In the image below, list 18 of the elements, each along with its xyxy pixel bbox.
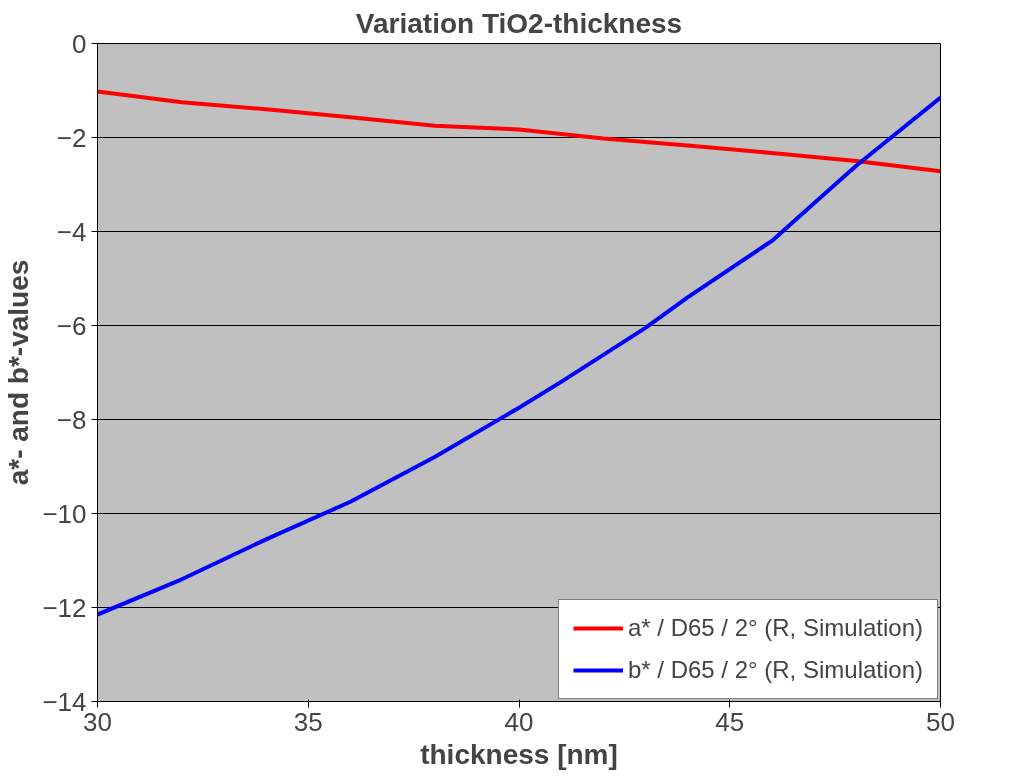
legend-label: b* / D65 / 2° (R, Simulation) (627, 656, 923, 684)
y-tick-label: −2 (56, 122, 87, 153)
y-tick-label: −12 (42, 592, 87, 623)
legend-label: a* / D65 / 2° (R, Simulation) (627, 614, 923, 642)
x-tick-label: 45 (715, 706, 745, 737)
y-axis-title: a*- and b*-values (3, 259, 35, 486)
y-tick-label: −6 (56, 310, 87, 341)
x-axis-title: thickness [nm] (420, 738, 618, 770)
line-series (97, 89, 941, 174)
x-tick-label: 35 (293, 706, 323, 737)
chart-title: Variation TiO2-thickness (355, 7, 683, 39)
x-tick-label: 50 (926, 706, 955, 737)
y-tick-label: 0 (72, 28, 87, 59)
y-tick-label: −8 (56, 404, 87, 435)
y-tick-label: −4 (56, 216, 87, 247)
y-tick-label: −10 (42, 498, 87, 529)
line-series (97, 95, 941, 617)
x-tick-label: 40 (504, 706, 534, 737)
